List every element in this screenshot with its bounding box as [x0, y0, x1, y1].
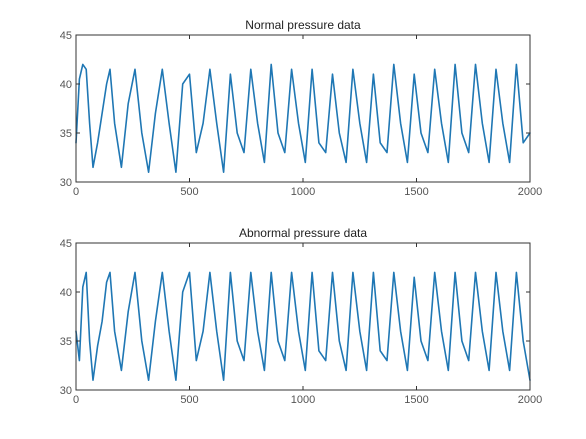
y-tick-label: 35 [60, 336, 72, 348]
plot-frame [75, 34, 531, 183]
y-tick-label: 35 [60, 128, 72, 140]
x-tick-label: 1000 [291, 186, 315, 198]
y-tick-label: 30 [60, 177, 72, 189]
series-line [75, 271, 531, 382]
series-line [75, 63, 531, 173]
x-tick-label: 1000 [291, 394, 315, 406]
chart-title: Abnormal pressure data [239, 226, 367, 240]
x-tick-label: 1500 [404, 186, 428, 198]
x-tick-label: 0 [73, 394, 79, 406]
chart-title: Normal pressure data [245, 18, 361, 32]
chart-abnormal-pressure: Abnormal pressure data 0 500 1000 1500 2000 30… [60, 226, 542, 406]
x-tick-label: 2000 [518, 394, 542, 406]
x-tick-label: 2000 [518, 186, 542, 198]
x-tick-label: 1500 [404, 394, 428, 406]
y-tick-label: 45 [60, 30, 72, 42]
plot-frame [75, 242, 531, 391]
x-tick-label: 500 [180, 394, 198, 406]
y-tick-label: 40 [60, 79, 72, 91]
y-tick-label: 30 [60, 385, 72, 397]
x-tick-label: 0 [73, 186, 79, 198]
chart-normal-pressure: Normal pressure data 0 500 1000 1500 2000 30 35… [60, 18, 542, 198]
x-tick-label: 500 [180, 186, 198, 198]
y-tick-label: 45 [60, 238, 72, 250]
y-tick-label: 40 [60, 287, 72, 299]
